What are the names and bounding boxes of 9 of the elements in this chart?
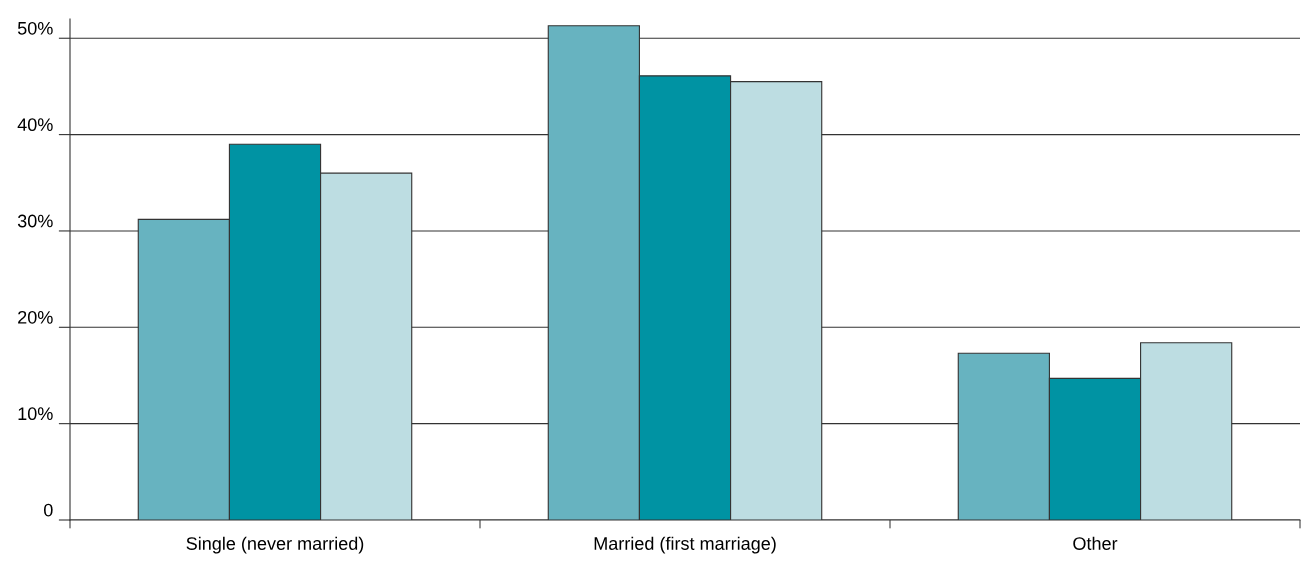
y-tick-label: 0 — [44, 503, 53, 517]
y-tick-label: 40% — [17, 118, 53, 132]
x-tick-label: Other — [1073, 536, 1118, 550]
y-tick-label: 30% — [17, 214, 53, 228]
y-tick-label: 20% — [18, 310, 53, 324]
x-tick-label: Single (never married) — [186, 536, 364, 554]
y-tick-label: 10% — [18, 407, 53, 421]
y-tick-label: 50% — [17, 21, 53, 35]
x-tick-label: Married (first marriage) — [594, 536, 776, 554]
